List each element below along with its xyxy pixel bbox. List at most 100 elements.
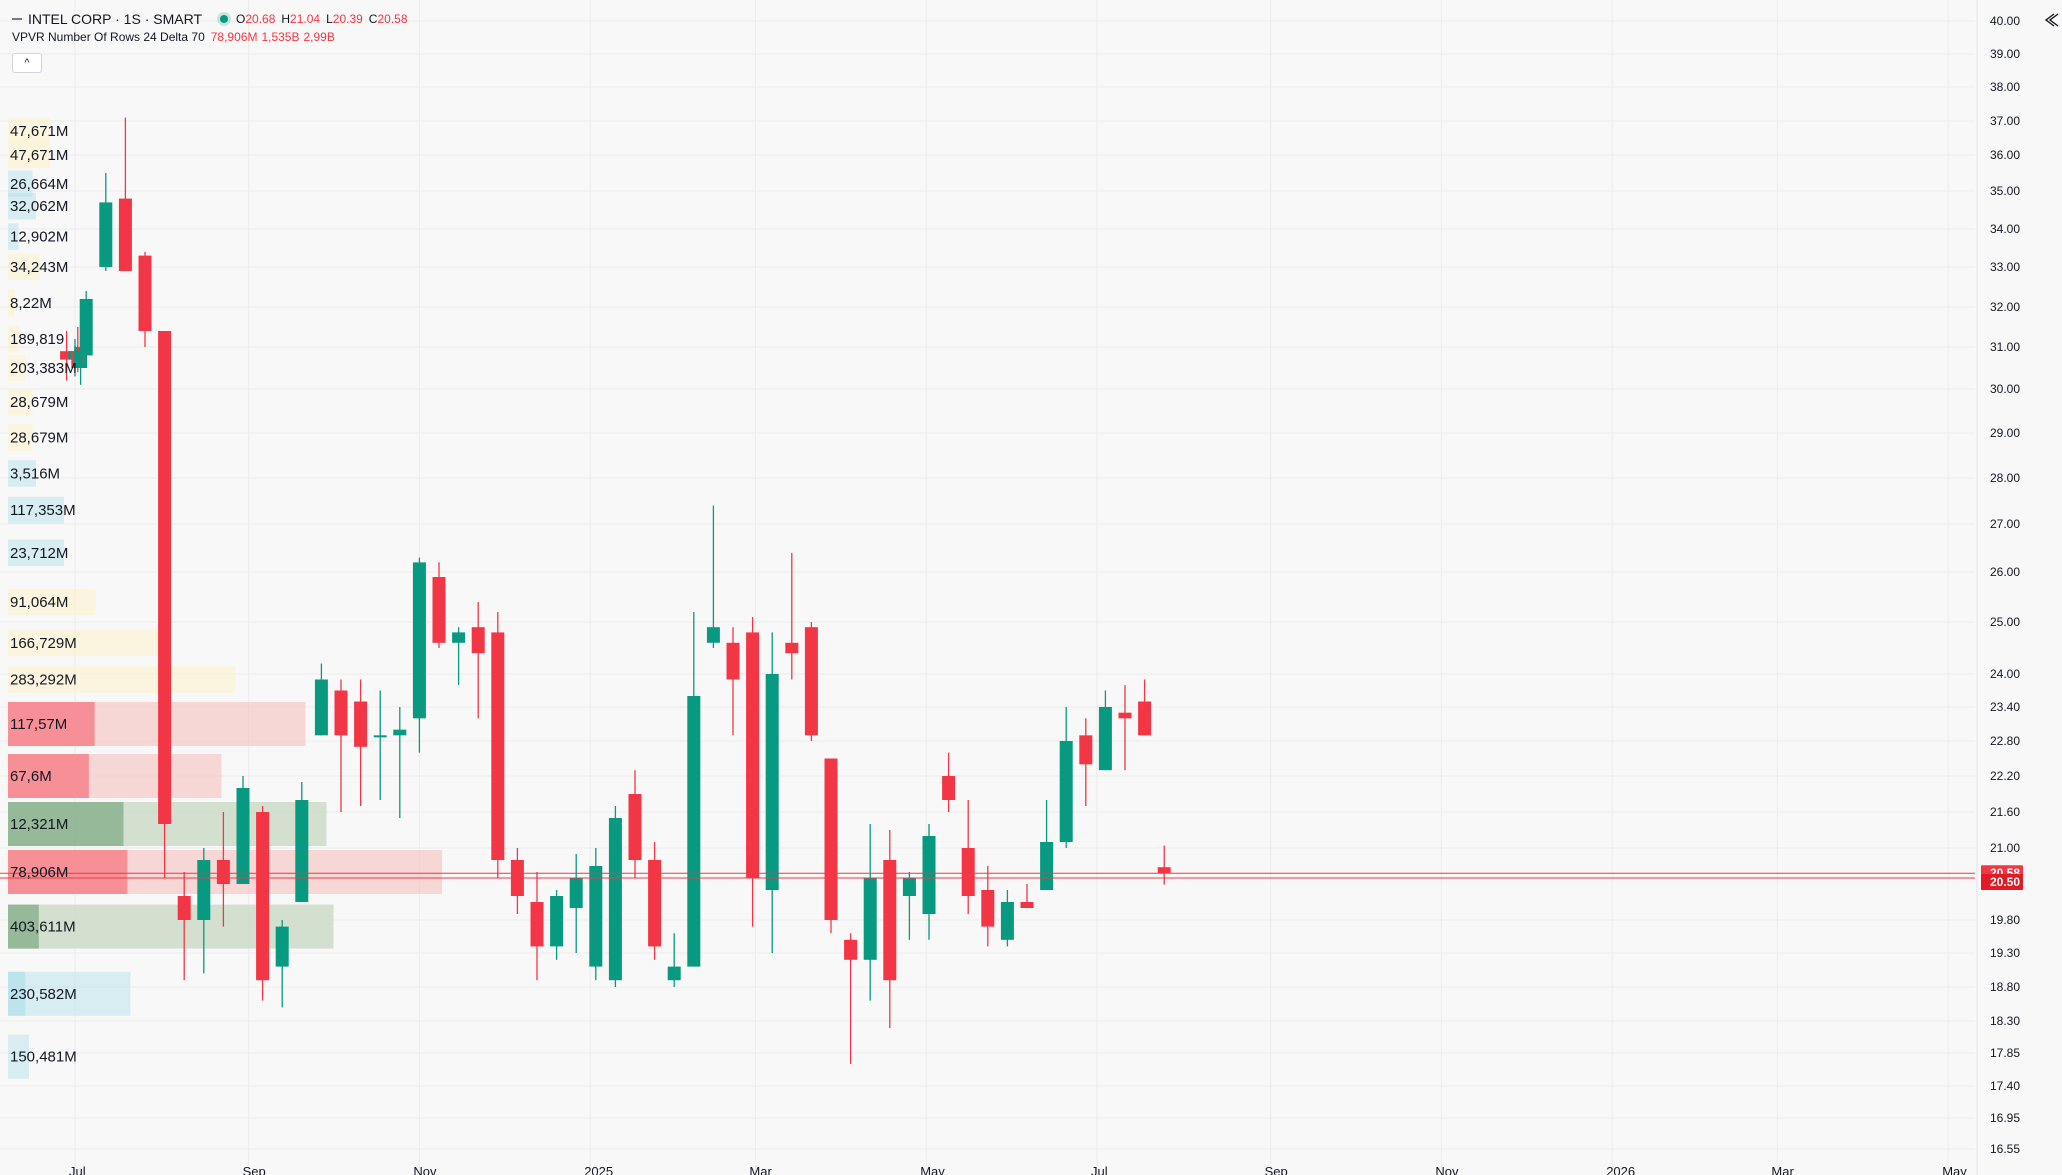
volume-profile-bar: [8, 588, 96, 616]
candle-body: [373, 735, 387, 738]
candle-body: [942, 776, 956, 800]
price-tick-label: 24.00: [1990, 667, 2020, 681]
volume-profile-label: 283,292M: [10, 672, 77, 689]
candle-body: [1020, 902, 1034, 908]
time-tick-label: Mar: [1771, 1164, 1794, 1175]
volume-profile-label: 26,664M: [10, 176, 68, 193]
candle-body: [804, 627, 818, 736]
candle-body: [295, 800, 309, 902]
price-tick-label: 22.20: [1990, 769, 2020, 783]
candle-body: [902, 878, 916, 896]
time-tick-label: May: [920, 1164, 945, 1175]
volume-profile-label: 203,383M: [10, 360, 77, 377]
volume-profile-label: 3,516M: [10, 466, 60, 483]
time-tick-label: Sep: [1265, 1164, 1288, 1175]
time-tick-label: Jul: [1091, 1164, 1108, 1175]
candle-body: [491, 632, 505, 860]
candles: [60, 117, 1171, 1064]
price-tick-label: 27.00: [1990, 517, 2020, 531]
time-axis[interactable]: JulSepNov2025MarMayJulSepNov2026MarMayJu…: [69, 1164, 2062, 1175]
price-tick-label: 26.00: [1990, 565, 2020, 579]
candle-body: [1118, 712, 1132, 719]
price-tick-label: 40.00: [1990, 14, 2020, 28]
candle-body: [314, 679, 328, 736]
volume-profile-bar: [8, 424, 33, 451]
price-badge-label: 20.50: [1990, 875, 2020, 889]
candle-body: [648, 860, 662, 947]
volume-profile-bar: [8, 170, 33, 198]
candle-body: [138, 255, 152, 331]
volume-profile-label: 166,729M: [10, 635, 77, 652]
candle-body: [824, 758, 838, 920]
time-tick-label: Nov: [1435, 1164, 1459, 1175]
volume-profile-bar: [8, 253, 40, 281]
low-label: L: [326, 12, 333, 26]
price-tick-label: 21.60: [1990, 805, 2020, 819]
time-tick-label: 2026: [1606, 1164, 1635, 1175]
volume-profile-label: 47,671M: [10, 123, 68, 140]
candle-body: [981, 890, 995, 927]
candle-body: [236, 788, 250, 884]
candle-body: [1000, 902, 1014, 940]
current-price-line: [0, 872, 1975, 879]
volume-profile-bar: [8, 223, 19, 250]
open-label: O: [236, 12, 246, 26]
price-badge-bg: [1981, 874, 2023, 890]
volume-profile-bar: [8, 325, 19, 353]
indicator-value-1: 78,906M: [210, 30, 258, 44]
low-value: 20.39: [332, 12, 363, 26]
volume-profile-label: 117,57M: [10, 716, 67, 733]
candle-body: [608, 818, 622, 981]
price-tick-label: 22.80: [1990, 734, 2020, 748]
price-tick-label: 35.00: [1990, 184, 2020, 198]
candle-body: [79, 299, 93, 356]
volume-profile-label: 150,481M: [10, 1049, 77, 1066]
price-axis[interactable]: 40.00 39.00 38.00 37.00 36.00 35.00 34.00 33.00…: [1976, 0, 2023, 1175]
indicator-title[interactable]: VPVR Number Of Rows 24 Delta 70: [12, 30, 205, 44]
candle-body: [883, 860, 897, 981]
volume-profile-label: 189,819: [10, 331, 64, 348]
time-tick-label: May: [1942, 1164, 1967, 1175]
volume-profile-bar: [8, 141, 50, 169]
candle-body: [530, 902, 544, 947]
minus-icon[interactable]: [12, 18, 22, 20]
candle-body: [432, 577, 446, 643]
market-status-icon: [220, 15, 228, 23]
price-tick-label: 31.00: [1990, 340, 2020, 354]
volume-profile-bar: [8, 666, 236, 693]
candle-body: [354, 701, 368, 747]
volume-profile-bar: [8, 971, 131, 1016]
volume-profile-label: 8,22M: [10, 295, 52, 312]
layers-icon[interactable]: [2040, 10, 2060, 30]
volume-profile-bar-delta: [8, 702, 95, 746]
candle-body: [197, 860, 211, 920]
volume-profile-labels: 47,671M 47,671M 26,664M 32,062M 12,902M 34,24…: [10, 123, 77, 1065]
volume-profile-bar: [8, 460, 36, 487]
high-label: H: [281, 12, 291, 26]
candle-body: [785, 642, 799, 654]
volume-profile-bar: [8, 496, 64, 524]
candle-body: [177, 896, 191, 920]
candle-body: [746, 632, 760, 878]
symbol-title[interactable]: INTEL CORP · 1S · SMART: [28, 11, 202, 27]
candle-body: [706, 627, 720, 643]
volume-profile-bar: [8, 1034, 29, 1079]
price-tick-label: 37.00: [1990, 114, 2020, 128]
candle-body: [961, 848, 975, 896]
candle-body: [393, 729, 407, 736]
volume-profile-label: 403,611M: [10, 919, 76, 936]
price-tick-label: 21.00: [1990, 841, 2020, 855]
candle-body: [922, 836, 936, 914]
price-tick-label: 19.30: [1990, 946, 2020, 960]
candle-body: [569, 878, 583, 908]
indicator-legend-row[interactable]: VPVR Number Of Rows 24 Delta 70 78,906M …: [12, 25, 414, 49]
price-tick-label: 16.95: [1990, 1111, 2020, 1125]
volume-profile-bar: [8, 629, 169, 657]
candle-body: [589, 866, 603, 967]
candle-body: [216, 860, 230, 884]
collapse-legend-button[interactable]: ^: [12, 53, 42, 73]
chevron-up-icon: ^: [24, 57, 30, 69]
